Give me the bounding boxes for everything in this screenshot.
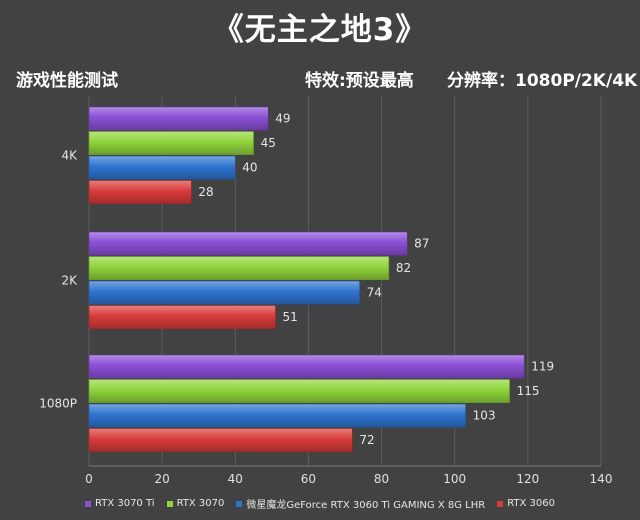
x-tick-label: 140: [590, 472, 613, 486]
bar: [88, 428, 353, 453]
bar: [88, 379, 510, 404]
bar: [88, 280, 360, 305]
data-label: 74: [367, 286, 382, 300]
x-tick-label: 100: [443, 472, 466, 486]
x-tick-label: 80: [374, 472, 389, 486]
bar: [88, 231, 408, 256]
bar: [88, 403, 466, 428]
data-label: 103: [473, 409, 496, 423]
bar: [88, 106, 269, 131]
legend-item: RTX 3060: [497, 496, 555, 511]
data-label: 51: [283, 310, 298, 324]
data-label: 82: [396, 261, 411, 275]
data-label: 72: [359, 433, 374, 447]
bar: [88, 131, 254, 156]
legend-label: RTX 3060: [507, 498, 556, 509]
legend-label: 微星魔龙GeForce RTX 3060 Ti GAMING X 8G LHR: [246, 500, 486, 511]
x-tick-label: 60: [301, 472, 316, 486]
legend-swatch: [236, 500, 243, 507]
bar: [88, 354, 525, 379]
legend: RTX 3070 Ti RTX 3070 微星魔龙GeForce RTX 3060 …: [0, 496, 640, 511]
x-tick-label: 0: [85, 472, 93, 486]
x-tick-label: 120: [516, 472, 539, 486]
x-tick-label: 20: [155, 472, 170, 486]
category-label: 1080P: [39, 396, 77, 410]
data-label: 40: [242, 161, 257, 175]
bar: [88, 180, 192, 205]
data-label: 49: [275, 112, 290, 126]
resolution-label: 分辨率：1080P/2K/4K: [447, 71, 638, 91]
data-label: 45: [261, 136, 276, 150]
data-label: 87: [414, 237, 429, 251]
settings-label: 特效:预设最高: [305, 71, 414, 91]
bar: [88, 155, 236, 180]
x-tick-label: 40: [228, 472, 243, 486]
legend-label: RTX 3070: [176, 498, 225, 509]
category-label: 4K: [61, 148, 78, 162]
category-label: 2K: [61, 273, 78, 287]
data-label: 119: [531, 360, 554, 374]
legend-label: RTX 3070 Ti: [94, 498, 155, 509]
data-label: 115: [517, 384, 540, 398]
legend-swatch: [84, 500, 91, 507]
legend-item: RTX 3070: [166, 496, 225, 511]
data-label: 28: [198, 185, 213, 199]
legend-item: RTX 3070 Ti: [84, 496, 155, 511]
legend-swatch: [166, 500, 173, 507]
test-label: 游戏性能测试: [16, 71, 118, 91]
legend-item: 微星魔龙GeForce RTX 3060 Ti GAMING X 8G LHR: [236, 496, 485, 511]
bar: [88, 256, 390, 281]
bar: [88, 305, 276, 330]
chart-title: 《无主之地3》: [212, 12, 428, 48]
legend-swatch: [497, 500, 504, 507]
